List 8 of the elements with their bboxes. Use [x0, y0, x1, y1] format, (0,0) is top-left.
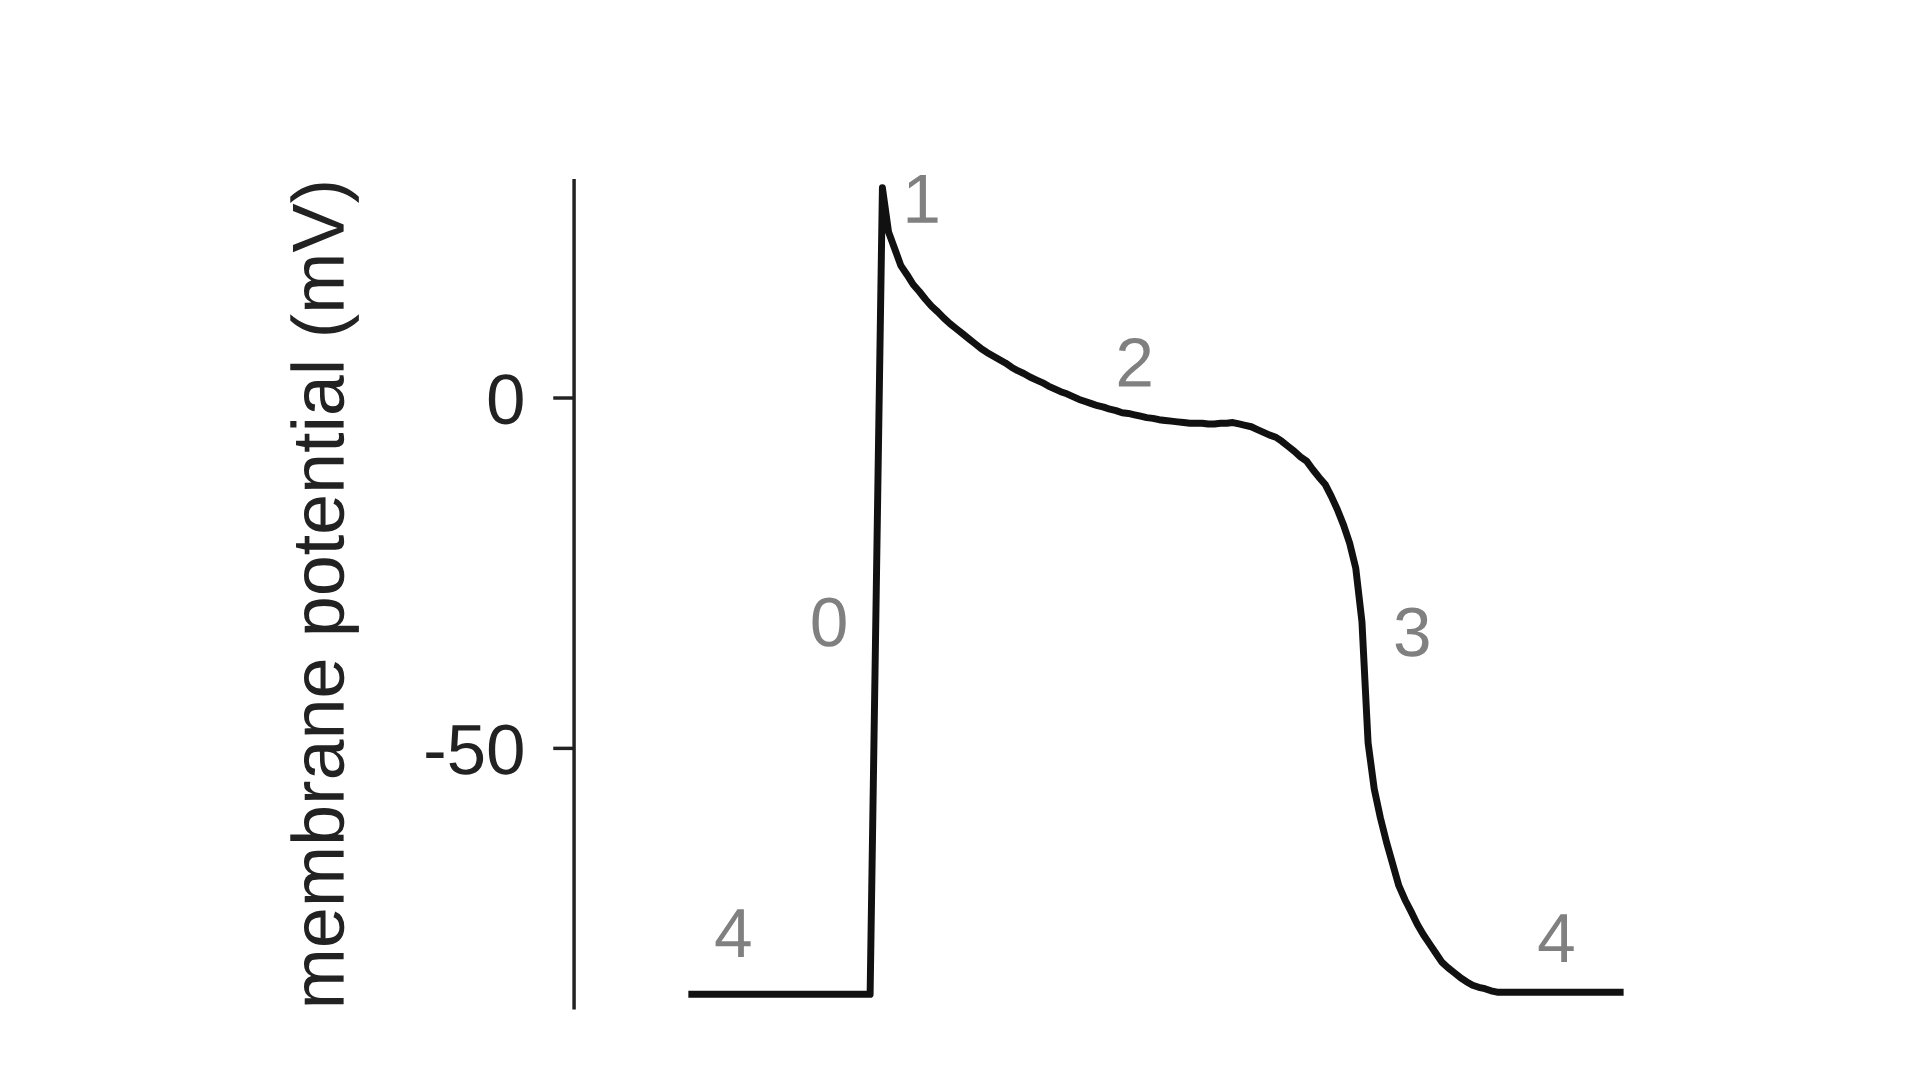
annotation: 1 [907, 174, 938, 223]
annotation: 0 [812, 597, 846, 647]
annotation: 2 [1118, 337, 1151, 387]
annotation: 4 [1538, 914, 1574, 962]
annotation: 3 [1395, 607, 1429, 657]
y-tick-label: -50 [426, 724, 523, 775]
y-axis-title: membrane potential (mV) [290, 183, 359, 1005]
annotation: 4 [715, 909, 751, 957]
